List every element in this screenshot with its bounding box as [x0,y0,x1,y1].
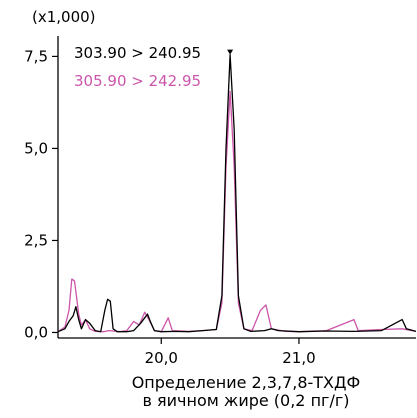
x-tick-label: 20,0 [145,349,178,367]
y-multiplier-label: (x1,000) [32,8,96,26]
series-line-2 [57,90,417,333]
series-line-1 [57,53,417,333]
axes [57,36,416,339]
y-tick-label: 2,5 [24,231,48,249]
x-tick-label: 21,0 [282,349,315,367]
y-tick-label: 7,5 [24,47,48,65]
series-lines [57,49,417,333]
caption-line-2: в яичном жире (0,2 пг/г) [143,391,350,410]
peak-marker-icon [227,49,234,55]
legend-entry-series-1: 303.90 > 240.95 [74,44,201,62]
caption-line-1: Определение 2,3,7,8-ТХДФ [132,373,361,392]
y-tick-label: 5,0 [24,139,48,157]
y-axis-ticks: 0,0 2,5 5,0 7,5 [24,47,58,341]
legend: 303.90 > 240.95 305.90 > 242.95 [74,44,201,90]
legend-entry-series-2: 305.90 > 242.95 [74,72,201,90]
y-tick-label: 0,0 [24,323,48,341]
x-axis-ticks: 20,0 21,0 [145,338,316,367]
